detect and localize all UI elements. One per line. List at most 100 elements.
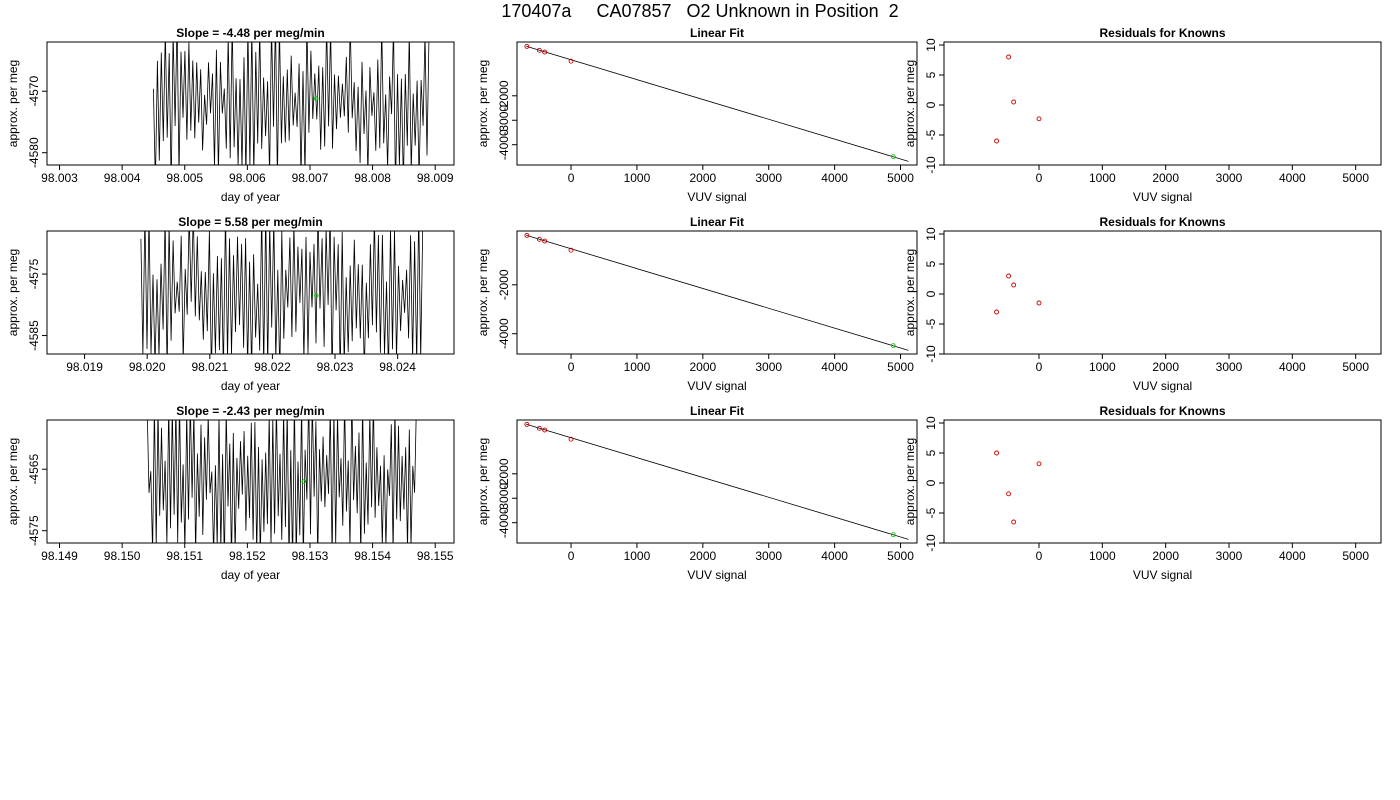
time-series-plot-1: Slope = -4.48 per meg/min 98.003 98.004 98.… bbox=[6, 26, 455, 204]
x-axis-label: day of year bbox=[221, 568, 280, 582]
chart-title: Slope = -2.43 per meg/min bbox=[176, 404, 324, 418]
plot-frame bbox=[516, 419, 918, 544]
x-axis-label: VUV signal bbox=[1133, 379, 1192, 393]
unknown-point bbox=[890, 532, 896, 538]
x-tick-label: 98.019 bbox=[66, 360, 103, 374]
x-tick-label: 0 bbox=[568, 360, 575, 374]
x-axis-label: VUV signal bbox=[1133, 568, 1192, 582]
known-point bbox=[542, 427, 548, 433]
chart-title: Residuals for Knowns bbox=[1099, 404, 1225, 418]
time-series-plot-3: Slope = -2.43 per meg/min 98.149 98.150 98.… bbox=[6, 404, 455, 582]
known-point bbox=[536, 47, 542, 53]
known-point bbox=[568, 247, 574, 253]
x-tick-label: 1000 bbox=[624, 549, 651, 563]
chart-title: Residuals for Knowns bbox=[1099, 215, 1225, 229]
y-tick-label: 5 bbox=[924, 71, 938, 78]
y-tick-label: -5 bbox=[924, 507, 938, 518]
plot-area bbox=[994, 273, 1042, 315]
chart-title: Residuals for Knowns bbox=[1099, 26, 1225, 40]
plot-frame bbox=[46, 419, 455, 544]
plot-area bbox=[524, 421, 909, 540]
chart-title: Linear Fit bbox=[690, 215, 744, 229]
y-tick-label: -3000 bbox=[497, 483, 511, 514]
unknown-point bbox=[313, 96, 319, 101]
x-axis-label: day of year bbox=[221, 379, 280, 393]
time-series-plot-2: Slope = 5.58 per meg/min 98.019 98.020 98.0… bbox=[6, 215, 455, 393]
x-tick-label: 1000 bbox=[624, 171, 651, 185]
fit-line bbox=[526, 423, 909, 540]
x-tick-label: 3000 bbox=[1216, 549, 1243, 563]
unknown-point bbox=[890, 154, 896, 160]
plot-area bbox=[153, 42, 430, 165]
y-tick-label: -3000 bbox=[497, 105, 511, 136]
x-axis-label: day of year bbox=[221, 190, 280, 204]
known-point bbox=[1011, 519, 1017, 525]
y-tick-label: 5 bbox=[924, 260, 938, 267]
series-line bbox=[153, 42, 430, 165]
y-tick-label: 10 bbox=[924, 227, 938, 241]
plot-area bbox=[147, 420, 417, 543]
unknown-point bbox=[301, 479, 307, 484]
x-tick-label: 5000 bbox=[887, 360, 914, 374]
known-point bbox=[1036, 116, 1042, 122]
x-tick-label: 98.006 bbox=[229, 171, 266, 185]
x-tick-label: 2000 bbox=[1152, 171, 1179, 185]
x-axis-label: VUV signal bbox=[687, 379, 746, 393]
x-tick-label: 0 bbox=[1036, 549, 1043, 563]
residuals-plot-2: Residuals for Knowns 0 1000 2000 3000 4000 500… bbox=[903, 215, 1382, 393]
x-tick-label: 98.155 bbox=[417, 549, 454, 563]
x-axis-label: VUV signal bbox=[687, 568, 746, 582]
known-point bbox=[568, 436, 574, 442]
chart-title: Linear Fit bbox=[690, 26, 744, 40]
x-tick-label: 3000 bbox=[1216, 360, 1243, 374]
y-tick-label: -4580 bbox=[27, 137, 41, 168]
y-axis-label: approx. per meg bbox=[476, 60, 490, 147]
x-tick-label: 98.150 bbox=[104, 549, 141, 563]
x-tick-label: 5000 bbox=[1342, 549, 1369, 563]
x-tick-label: 0 bbox=[568, 171, 575, 185]
y-tick-label: -10 bbox=[924, 345, 938, 363]
series-line bbox=[140, 231, 424, 354]
chart-title: Linear Fit bbox=[690, 404, 744, 418]
y-axis-label: approx. per meg bbox=[6, 438, 20, 525]
y-tick-label: 0 bbox=[924, 479, 938, 486]
x-tick-label: 98.152 bbox=[229, 549, 266, 563]
known-point bbox=[536, 236, 542, 242]
y-axis-label: approx. per meg bbox=[903, 60, 917, 147]
known-point bbox=[1006, 273, 1012, 279]
linear-fit-plot-3: Linear Fit 0 1000 2000 3000 4000 5000 -2000-300… bbox=[476, 404, 918, 582]
linear-fit-plot-1: Linear Fit 0 1000 2000 3000 4000 5000 -2000-300… bbox=[476, 26, 918, 204]
y-axis-label: approx. per meg bbox=[903, 249, 917, 336]
x-tick-label: 98.024 bbox=[379, 360, 416, 374]
y-tick-label: -4565 bbox=[27, 454, 41, 485]
x-tick-label: 98.003 bbox=[41, 171, 78, 185]
y-tick-label: 0 bbox=[924, 290, 938, 297]
fit-line bbox=[526, 45, 909, 162]
x-tick-label: 98.008 bbox=[354, 171, 391, 185]
y-axis-label: approx. per meg bbox=[6, 60, 20, 147]
x-tick-label: 98.021 bbox=[191, 360, 228, 374]
plot-frame bbox=[46, 41, 455, 166]
x-tick-label: 3000 bbox=[755, 549, 782, 563]
plot-frame bbox=[516, 230, 918, 355]
known-point bbox=[994, 309, 1000, 315]
known-point bbox=[1006, 54, 1012, 60]
y-tick-label: -2000 bbox=[497, 269, 511, 300]
x-tick-label: 98.151 bbox=[166, 549, 203, 563]
x-tick-label: 98.007 bbox=[292, 171, 329, 185]
y-tick-label: -10 bbox=[924, 156, 938, 174]
plot-area bbox=[524, 43, 909, 162]
x-tick-label: 5000 bbox=[887, 549, 914, 563]
y-tick-label: -4585 bbox=[27, 320, 41, 351]
x-tick-label: 98.004 bbox=[104, 171, 141, 185]
known-point bbox=[1011, 282, 1017, 288]
unknown-point bbox=[313, 293, 319, 298]
y-axis-label: approx. per meg bbox=[476, 249, 490, 336]
x-tick-label: 4000 bbox=[1279, 549, 1306, 563]
y-axis-label: approx. per meg bbox=[903, 438, 917, 525]
known-point bbox=[568, 58, 574, 64]
y-tick-label: 10 bbox=[924, 416, 938, 430]
known-point bbox=[536, 425, 542, 431]
page-title: 170407a CA07857 O2 Unknown in Position 2 bbox=[501, 1, 899, 21]
x-axis-label: VUV signal bbox=[687, 190, 746, 204]
